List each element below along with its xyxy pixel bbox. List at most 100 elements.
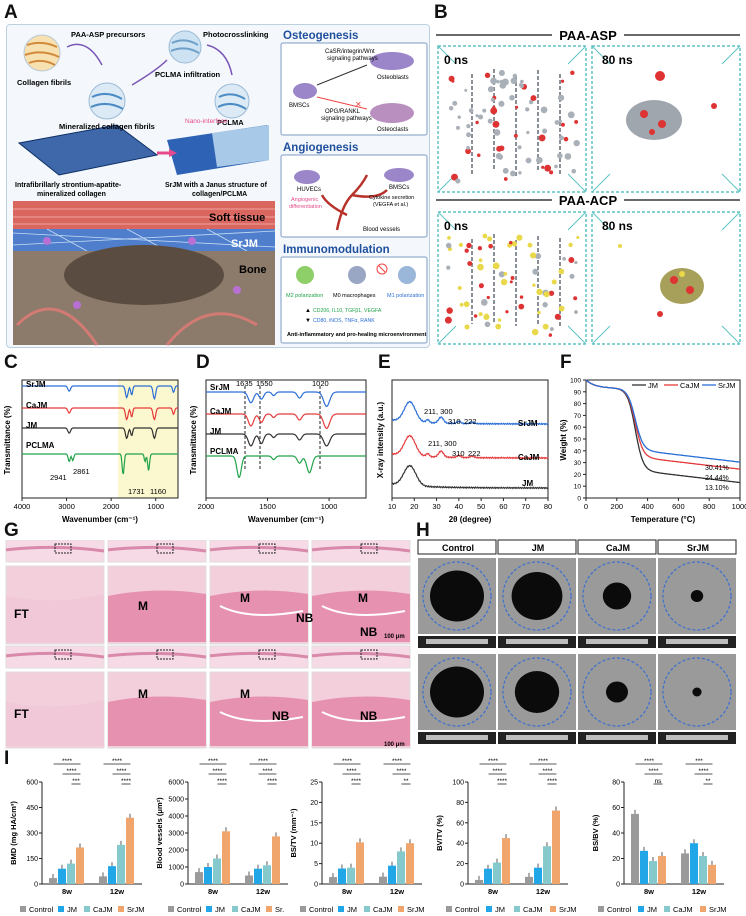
y-tick-label: 5000 [168,797,184,804]
zoom-box [360,649,378,660]
bar-control [631,813,639,884]
panel-label-h: H [416,520,430,541]
md-particle [487,236,493,242]
immuno-m0: M0 macrophages [333,293,376,299]
curve-f-srjm [585,379,741,463]
md-particle [560,122,565,127]
chart-e: SrJM CaJM JM 211, 300 310 222 211, 300 3… [376,379,552,524]
y-tick-label: 6000 [168,780,184,787]
md-particle [554,120,560,125]
g-m-top-3: M [358,591,368,605]
md-particle [467,261,473,267]
bar-jm [690,843,698,884]
curve-c-srjm [22,385,178,401]
bar-jm [484,868,492,884]
md-particle [516,234,523,241]
bar-srjm [406,843,414,884]
bar-srjm [356,842,364,884]
zoom-box [360,543,378,554]
h-col-jm: JM [532,543,545,553]
y-tick-label: 0 [180,882,184,889]
legend-bstv-srjm: SrJM [407,905,425,914]
md-particle [531,328,539,336]
curve-c-jm [22,427,178,440]
d-series-cajm: CaJM [210,407,232,416]
md-particle [490,77,497,85]
significance-label: **** [492,768,503,775]
e-x-ticks: 10 20 30 40 50 60 70 80 [388,498,552,511]
x-tick-label: 800 [703,502,716,511]
immuno-box: Immunomodulation [280,244,428,344]
d-xlabel: Wavenumber (cm⁻¹) [248,515,324,524]
bar-control [379,876,387,884]
x-tick-label: 2000 [103,502,120,511]
label-srjm-tissue: SrJM [231,238,258,250]
label-asp-80ns: 80 ns [602,53,633,67]
md-particle [554,164,558,169]
e-peak-srjm-2: 310 [448,417,461,426]
md-particle [536,288,543,296]
bar-control [245,875,253,884]
microct-grid [417,539,737,744]
md-particle [466,145,470,150]
bar-srjm [76,847,84,884]
y-tick-label: 25 [310,780,318,787]
c-peak-1731: 1731 [128,487,145,496]
md-particle [532,283,536,287]
md-particle [549,327,554,332]
bar-jm [204,867,212,884]
legend-bsbv: Control JM CaJM SrJM [598,905,727,914]
md-particle [496,145,503,152]
histology-grid [5,540,411,749]
chart-d: SrJM CaJM JM PCLMA 1635 1550 1020 2000 15… [189,379,367,524]
significance-label: **** [547,778,558,785]
g-ft-bottom: FT [14,707,29,721]
panel-label-g: G [4,520,19,541]
immuno-m2: M2 polarization [286,293,323,299]
bar-srjm [272,836,280,884]
x-tick-label: 0 [584,502,588,511]
f-val-jm: 13.10% [705,485,729,492]
md-particle [557,152,563,159]
y-tick-label: 50 [574,437,582,444]
e-series-jm: JM [522,479,533,488]
e-series-srjm: SrJM [518,419,538,428]
significance-label: **** [112,758,123,765]
immuno-m1: M1 polarization [387,293,424,299]
e-peak-srjm-1: 211, 300 [424,407,453,416]
y-axis-label: BMD (mg HA/cm³) [9,801,18,865]
y-axis-label: BS/TV (mm⁻¹) [289,808,298,857]
g-m-bottom-1: M [138,687,148,701]
md-particle [542,323,549,330]
y-tick-label: 70 [574,413,582,420]
md-particle [503,177,508,181]
angiogenesis-title: Angiogenesis [283,142,358,154]
title-paa-acp: PAA-ACP [559,193,618,208]
md-particle [538,134,546,142]
e-series-cajm: CaJM [518,453,540,462]
bar-cajm [117,844,125,884]
y-tick-label: 100 [452,780,464,787]
significance-label: **** [217,778,228,785]
h-col-header [497,539,577,555]
md-particle [483,313,490,320]
md-particle [452,100,458,106]
bar-cajm [213,858,221,884]
chart-c: SrJM CaJM JM PCLMA 2941 2861 1731 1160 4… [3,379,179,524]
md-particle [446,307,453,314]
label-intra1: Intrafibrillarly strontium-apatite- [15,182,122,189]
y-tick-label: 15 [310,820,318,827]
md-particle [509,280,513,284]
g-ft-top: FT [14,607,29,621]
panels-cdef-svg: SrJM CaJM JM PCLMA 2941 2861 1731 1160 4… [3,378,746,525]
md-particle [464,248,469,253]
y-tick-label: 0 [34,882,38,889]
defect-outline [422,657,492,727]
angio-vessels: Blood vessels [363,227,400,233]
h-col-cajm: CaJM [606,543,630,553]
legend-bvtv: Control JM CaJM SrJM [446,905,577,914]
g-nb-top-2: NB [360,625,378,639]
significance-label: **** [66,768,77,775]
g-scale-bottom: 100 μm [384,742,405,748]
